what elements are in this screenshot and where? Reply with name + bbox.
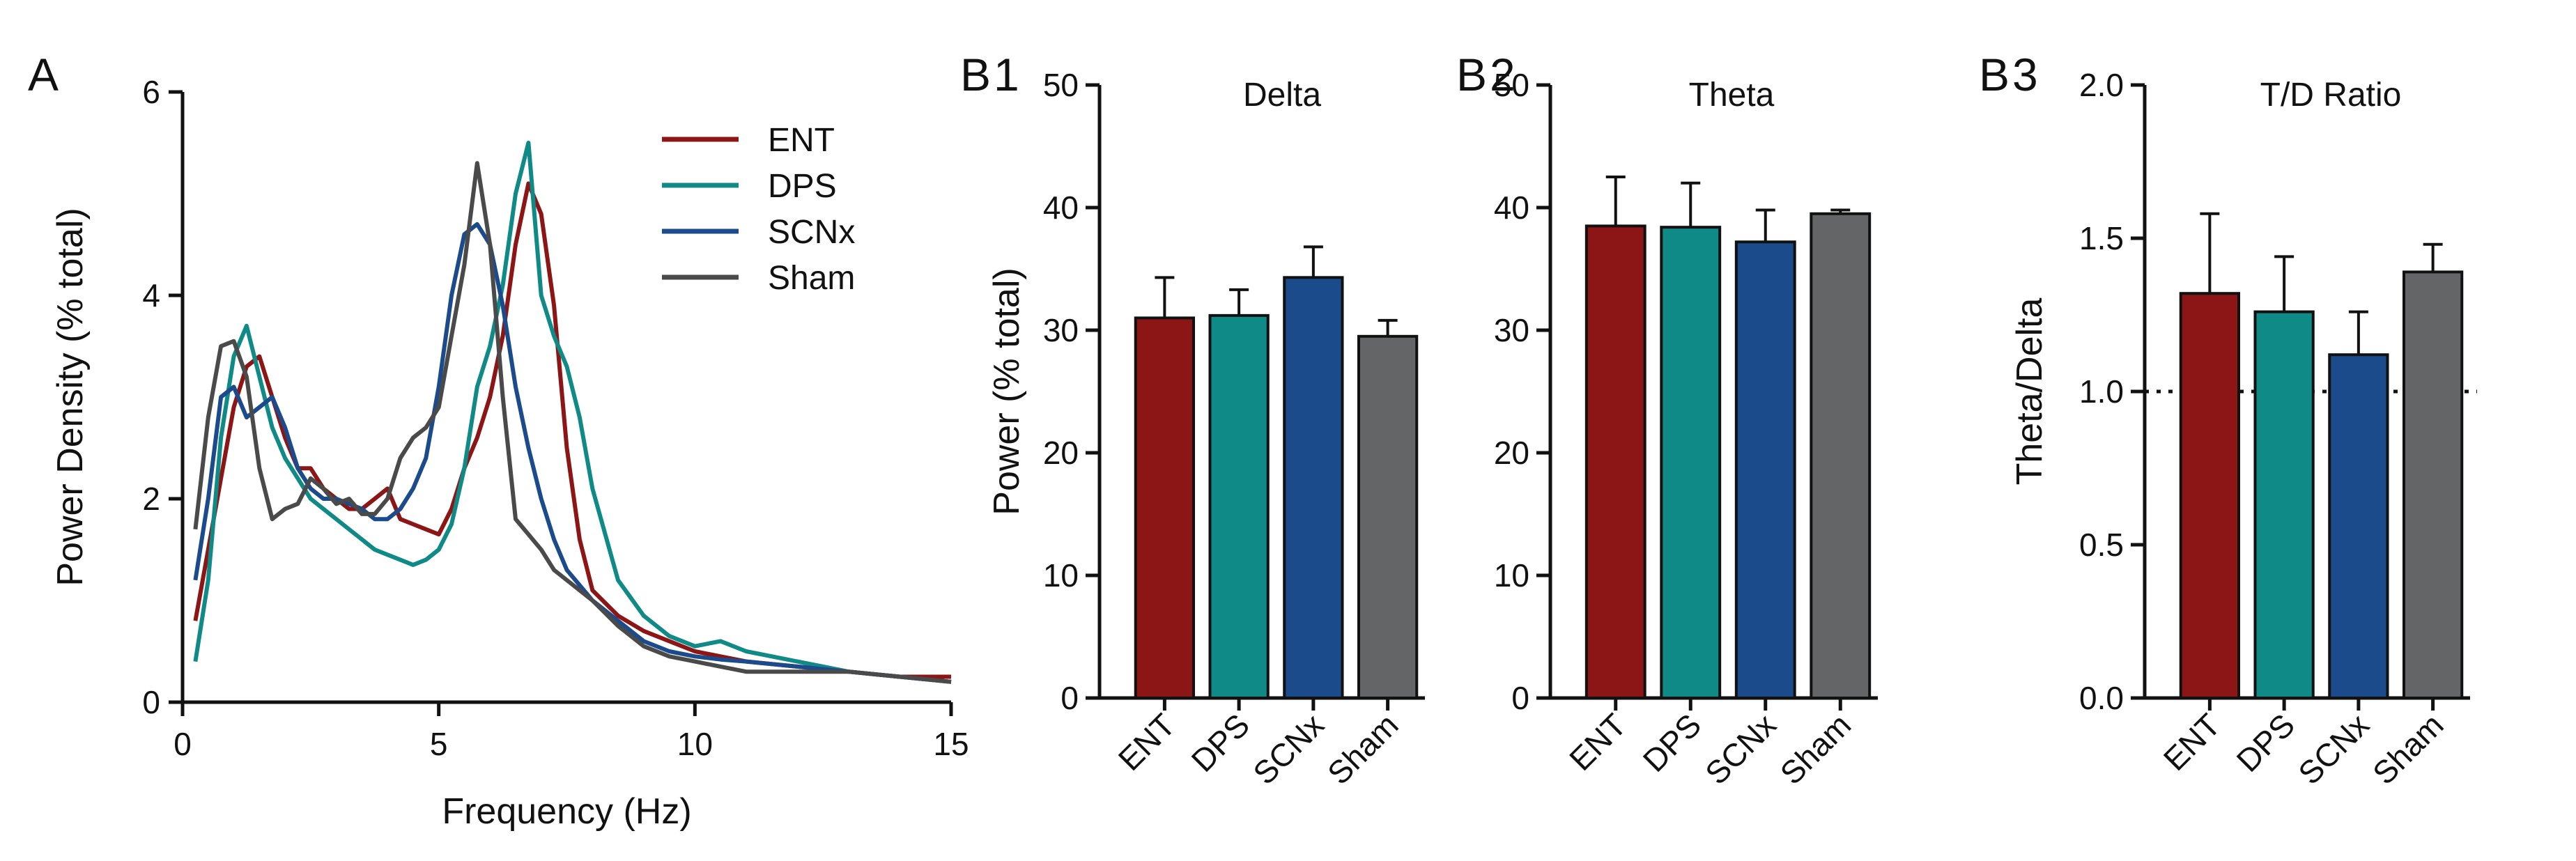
x-tick-label-sham: Sham [2366,706,2451,791]
bar-ent [2179,292,2241,699]
x-tick-label: 5 [430,726,448,762]
bar-dps [2253,310,2315,700]
bar-scnx [2328,353,2389,699]
y-tick-label: 50 [1494,67,1529,103]
y-tick-label: 10 [1043,557,1079,594]
series-line-dps [193,141,952,684]
panel-label-a: A [28,49,59,100]
y-tick-label: 0 [1511,680,1529,716]
series-line-ent [193,181,951,679]
chart-title-b3: T/D Ratio [2260,77,2402,114]
chart-title-b1: Delta [1243,77,1321,114]
y-tick-label: 20 [1043,435,1079,471]
bar-ent [1584,224,1646,699]
bar-scnx [1734,240,1796,699]
series-line-scnx [193,222,952,684]
x-tick-label-ent: ENT [1111,706,1182,777]
x-tick-label-scnx: SCNx [2291,706,2376,791]
y-tick-label: 30 [1494,312,1529,348]
chart-title-b2: Theta [1689,77,1775,114]
legend-label-scnx: SCNx [768,214,855,251]
bar-scnx [1283,276,1344,699]
y-axis-title: Theta/Delta [2010,298,2050,486]
legend-label-ent: ENT [768,122,835,159]
y-tick-label: 0 [142,684,160,720]
x-axis-title: Frequency (Hz) [442,791,691,832]
y-tick-label: 0.0 [2079,680,2124,716]
y-tick-label: 20 [1494,435,1529,471]
panel-sub-b3: 3 [2012,49,2038,100]
bar-ent [1134,316,1196,699]
bar-dps [1660,226,1722,700]
y-tick-label: 1.5 [2079,220,2124,256]
x-tick-label-sham: Sham [1320,706,1405,791]
y-tick-label: 40 [1494,189,1529,226]
y-tick-label: 2 [142,481,160,517]
y-tick-label: 30 [1043,312,1079,348]
y-axis-title: Power Density (% total) [50,208,91,586]
bar-sham [1357,334,1419,699]
panel-label-b3: B [1979,49,2010,100]
legend-label-sham: Sham [768,260,855,297]
y-tick-label: 0.5 [2079,527,2124,563]
y-tick-label: 1.0 [2079,373,2124,410]
x-tick-label-sham: Sham [1773,706,1858,791]
series-line-sham [193,161,952,684]
y-tick-label: 6 [142,74,160,110]
x-tick-label-dps: DPS [1636,706,1709,779]
panel-sub-b2: 2 [1490,49,1515,100]
y-tick-label: 40 [1043,189,1079,226]
y-tick-label: 50 [1043,67,1079,103]
panel-label-b2: B [1456,49,1487,100]
bar-sham [1810,212,1872,699]
x-tick-label-ent: ENT [2157,706,2228,777]
panel-a-line-chart: A 0 2 4 6 0 5 10 15 Frequency (Hz) Power Density (… [28,49,969,832]
x-tick-label-scnx: SCNx [1246,706,1331,791]
x-tick-label: 0 [173,726,192,762]
y-tick-label: 2.0 [2079,67,2124,103]
y-axis-title: Power (% total) [987,267,1027,515]
panel-sub-b1: 1 [994,49,1019,100]
x-tick-label-ent: ENT [1562,706,1633,777]
x-tick-label: 15 [933,726,969,762]
panel-label-b1: B [960,49,991,100]
x-tick-label-dps: DPS [1185,706,1257,779]
y-tick-label: 4 [142,277,160,313]
x-tick-label-dps: DPS [2230,706,2302,779]
y-tick-label: 0 [1061,680,1079,716]
x-tick-label: 10 [677,726,713,762]
x-tick-label-scnx: SCNx [1698,706,1783,791]
panel-b3-bar-chart: B 3 0.0 0.5 1.0 1.5 2.0 T/D Ratio Theta/Delta ENT… [1979,49,2477,791]
bar-sham [2402,270,2464,699]
y-tick-label: 10 [1494,557,1529,594]
legend-label-dps: DPS [768,168,837,205]
bar-dps [1208,313,1270,699]
